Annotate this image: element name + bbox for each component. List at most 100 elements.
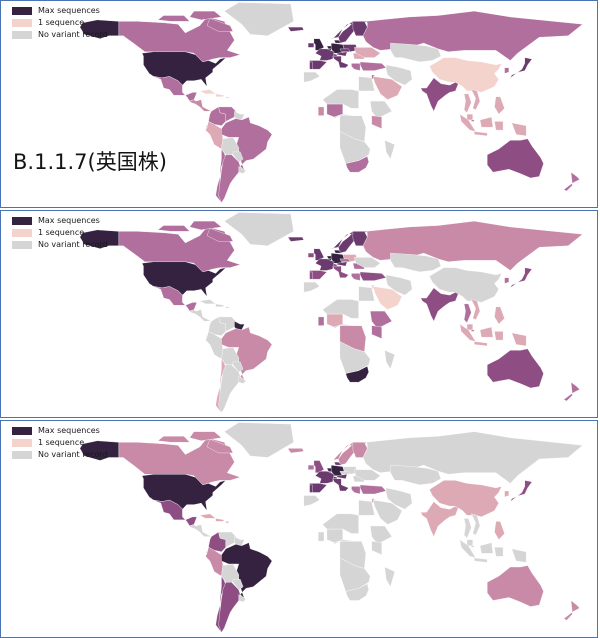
legend-swatch-max bbox=[12, 6, 32, 15]
legend: Max sequences 1 sequence No variant reco… bbox=[12, 215, 108, 251]
country-indonesia bbox=[511, 332, 527, 347]
country-south_korea bbox=[504, 490, 510, 498]
country-venezuela bbox=[218, 316, 237, 332]
country-argentina bbox=[218, 364, 241, 413]
legend-item-none: No variant record bbox=[12, 29, 108, 40]
country-italy bbox=[332, 265, 349, 278]
world-map bbox=[77, 421, 597, 637]
legend-item-one: 1 sequence bbox=[12, 227, 108, 238]
country-indonesia bbox=[479, 542, 494, 554]
country-kenya bbox=[371, 115, 382, 129]
country-france bbox=[315, 48, 335, 61]
country-kazakhstan bbox=[390, 464, 442, 486]
legend-item-max: Max sequences bbox=[12, 215, 108, 226]
world-map-svg bbox=[79, 2, 583, 203]
country-__none bbox=[384, 140, 395, 160]
country-__none bbox=[333, 323, 362, 329]
country-peru bbox=[205, 121, 224, 150]
country-portugal bbox=[309, 61, 313, 70]
country-south_korea bbox=[504, 277, 510, 284]
country-greece bbox=[351, 486, 361, 495]
country-united_kingdom bbox=[313, 38, 325, 51]
legend-label-none: No variant record bbox=[38, 239, 108, 249]
legend: Max sequences 1 sequence No variant reco… bbox=[12, 5, 108, 41]
country-morocco bbox=[303, 495, 320, 507]
country-egypt bbox=[358, 76, 375, 92]
country-russia bbox=[362, 10, 583, 61]
country-iran bbox=[385, 64, 413, 86]
country-kenya bbox=[371, 540, 382, 556]
country-india bbox=[420, 501, 459, 537]
country-philippines bbox=[494, 96, 505, 115]
country-egypt bbox=[358, 286, 375, 302]
country-kazakhstan bbox=[390, 252, 442, 273]
country-indonesia bbox=[474, 131, 488, 137]
country-united_kingdom bbox=[313, 460, 325, 473]
legend-label-one: 1 sequence bbox=[38, 437, 85, 447]
legend-label-none: No variant record bbox=[38, 449, 108, 459]
country-turkey bbox=[359, 271, 387, 281]
country-ghana bbox=[318, 531, 325, 542]
country-malaysia bbox=[466, 323, 473, 331]
country-indonesia bbox=[511, 122, 527, 137]
country-indonesia bbox=[494, 121, 504, 131]
legend-swatch-none bbox=[12, 30, 32, 39]
country-singapore bbox=[471, 545, 475, 548]
country-venezuela bbox=[218, 531, 237, 548]
country-canada bbox=[118, 437, 241, 486]
country-ukraine bbox=[354, 47, 381, 58]
legend-label-one: 1 sequence bbox=[38, 17, 85, 27]
country-italy bbox=[332, 478, 349, 492]
country-paraguay bbox=[232, 579, 244, 591]
country-south_africa bbox=[345, 366, 369, 383]
map-panel-p1: Max sequences 1 sequence No variant reco… bbox=[0, 420, 598, 638]
country-morocco bbox=[303, 281, 320, 293]
country-saudi_arabia bbox=[372, 76, 403, 100]
country-turkey bbox=[359, 61, 387, 71]
country-morocco bbox=[303, 71, 320, 83]
country-ethiopia bbox=[370, 310, 393, 329]
country-__none bbox=[339, 557, 371, 592]
country-iran bbox=[385, 274, 413, 296]
country-canada bbox=[157, 225, 190, 232]
country-caribbean bbox=[215, 518, 225, 522]
country-south_africa bbox=[345, 156, 369, 173]
country-brazil bbox=[221, 542, 273, 600]
legend-swatch-max bbox=[12, 216, 32, 225]
country-canada bbox=[118, 226, 241, 273]
country-ghana bbox=[318, 316, 325, 326]
legend-item-one: 1 sequence bbox=[12, 437, 108, 448]
country-indonesia bbox=[479, 326, 494, 338]
legend-swatch-none bbox=[12, 450, 32, 459]
legend-swatch-one bbox=[12, 438, 32, 447]
country-central_america bbox=[189, 309, 212, 322]
country-uruguay bbox=[238, 594, 247, 603]
country-caribbean bbox=[225, 306, 229, 309]
country-portugal bbox=[309, 484, 313, 493]
country-peru bbox=[205, 547, 224, 577]
country-saudi_arabia bbox=[372, 286, 403, 310]
country-ukraine bbox=[354, 469, 381, 481]
country-canada bbox=[206, 228, 234, 242]
country-thailand bbox=[463, 303, 472, 323]
country-venezuela bbox=[218, 106, 237, 122]
country-iran bbox=[385, 487, 413, 510]
country-caribbean bbox=[215, 93, 225, 97]
country-caribbean bbox=[225, 96, 229, 99]
country-greece bbox=[351, 273, 361, 281]
country-__none bbox=[339, 341, 371, 374]
country-japan bbox=[510, 57, 533, 79]
country-malaysia bbox=[466, 113, 473, 121]
country-vietnam bbox=[471, 299, 481, 320]
country-caribbean bbox=[199, 89, 216, 95]
country-canada bbox=[206, 18, 234, 32]
country-ireland bbox=[307, 42, 315, 48]
country-__none bbox=[339, 131, 371, 164]
country-thailand bbox=[463, 93, 472, 113]
country-caribbean bbox=[225, 521, 229, 524]
country-central_america bbox=[189, 99, 212, 112]
country-portugal bbox=[309, 271, 313, 280]
country-australia bbox=[487, 348, 544, 389]
country-ireland bbox=[307, 464, 315, 470]
